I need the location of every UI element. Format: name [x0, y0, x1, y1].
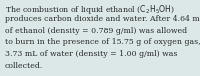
Text: of ethanol (density = 0.789 g/ml) was allowed: of ethanol (density = 0.789 g/ml) was al… [5, 27, 187, 35]
Text: to burn in the presence of 15.75 g of oxygen gas,: to burn in the presence of 15.75 g of ox… [5, 38, 200, 46]
Text: collected.: collected. [5, 62, 43, 70]
Text: 3.73 mL of water (density = 1.00 g/ml) was: 3.73 mL of water (density = 1.00 g/ml) w… [5, 50, 177, 58]
Text: The combustion of liquid ethanol ($\mathrm{C_2H_5OH}$): The combustion of liquid ethanol ($\math… [5, 3, 175, 16]
Text: produces carbon dioxide and water. After 4.64 mL: produces carbon dioxide and water. After… [5, 15, 200, 23]
